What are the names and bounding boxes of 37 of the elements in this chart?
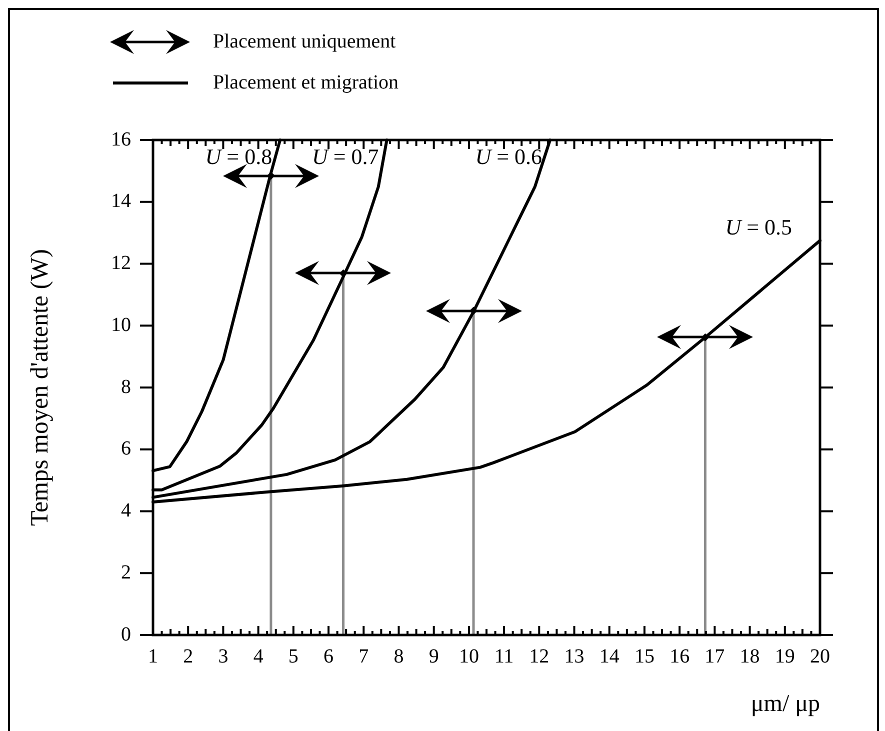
y-tick-label: 14 — [111, 190, 131, 212]
x-tick-label: 3 — [218, 645, 228, 668]
x-tick-label: 6 — [324, 645, 334, 668]
x-tick-label: 8 — [394, 645, 404, 668]
x-tick-label: 13 — [564, 645, 584, 668]
y-axis-title: Temps moyen d'attente (W) — [26, 249, 54, 526]
y-tick-label: 10 — [111, 314, 131, 336]
y-tick-label: 0 — [121, 623, 131, 646]
x-axis-title: μm/ μp — [750, 690, 820, 717]
x-tick-label: 14 — [599, 645, 620, 668]
x-tick-label: 2 — [183, 645, 194, 668]
y-tick-label: 12 — [111, 252, 131, 274]
x-tick-label: 1 — [148, 645, 158, 668]
legend-label: Placement uniquement — [213, 30, 396, 52]
x-tick-label: 11 — [494, 645, 514, 668]
x-tick-label: 16 — [670, 645, 690, 668]
x-tick-label: 20 — [810, 645, 830, 668]
y-tick-label: 6 — [121, 438, 131, 460]
x-tick-label: 17 — [704, 645, 725, 668]
x-tick-label: 18 — [740, 645, 760, 668]
legend-label: U = 0.7 — [312, 144, 379, 169]
x-tick-label: 12 — [529, 645, 550, 668]
x-tick-label: 9 — [428, 645, 439, 668]
x-tick-label: 5 — [288, 645, 298, 668]
x-tick-label: 19 — [774, 645, 795, 668]
y-tick-label: 16 — [111, 128, 131, 150]
x-tick-label: 4 — [253, 645, 264, 668]
legend-label: U = 0.8 — [205, 144, 272, 169]
legend-label: U = 0.6 — [475, 144, 542, 169]
x-tick-label: 15 — [634, 645, 654, 668]
y-tick-label: 4 — [121, 500, 131, 522]
y-tick-label: 2 — [121, 561, 131, 584]
y-tick-label: 8 — [121, 376, 131, 398]
text: Placement et migration — [213, 71, 398, 94]
x-tick-label: 7 — [358, 645, 369, 668]
series-label: U = 0.5 — [725, 214, 792, 240]
x-tick-label: 10 — [458, 645, 479, 668]
